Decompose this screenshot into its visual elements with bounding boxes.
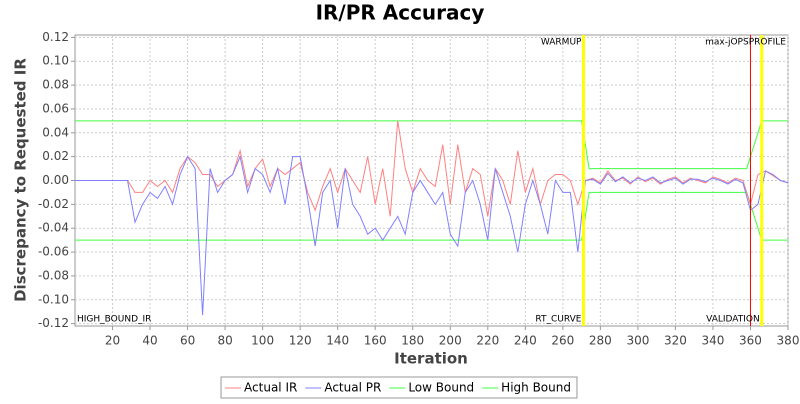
x-tick-label: 160 (364, 334, 387, 348)
y-tick-label: 0.06 (42, 101, 69, 115)
y-tick-label: 0.04 (42, 125, 69, 139)
y-tick-label: 0.12 (42, 30, 69, 44)
legend-label: Actual IR (244, 381, 297, 395)
legend-label: Low Bound (408, 381, 474, 395)
x-tick-label: 180 (401, 334, 424, 348)
annotation: RT_CURVE (535, 315, 581, 325)
y-tick-label: -0.08 (38, 268, 69, 282)
x-tick-label: 100 (251, 334, 274, 348)
y-tick-label: -0.02 (38, 197, 69, 211)
y-tick-label: -0.12 (38, 316, 69, 330)
annotation: HIGH_BOUND_IR (77, 315, 151, 325)
x-tick-label: 80 (217, 334, 232, 348)
x-tick-label: 260 (551, 334, 574, 348)
y-tick-label: 0.08 (42, 78, 69, 92)
series-line (75, 154, 789, 316)
x-tick-label: 140 (326, 334, 349, 348)
legend-label: High Bound (501, 381, 571, 395)
x-tick-label: 340 (701, 334, 724, 348)
x-tick-label: 120 (289, 334, 312, 348)
y-tick-label: 0.02 (42, 149, 69, 163)
x-tick-label: 40 (142, 334, 157, 348)
x-tick-label: 280 (589, 334, 612, 348)
y-tick-label: 0.10 (42, 54, 69, 68)
x-tick-label: 220 (476, 334, 499, 348)
y-tick-label: -0.04 (38, 221, 69, 235)
y-tick-label: -0.10 (38, 292, 69, 306)
annotation: WARMUP (541, 38, 582, 48)
x-tick-label: 300 (626, 334, 649, 348)
x-tick-label: 380 (777, 334, 800, 348)
annotation: VALIDATION (706, 315, 760, 325)
y-axis-label: Discrepancy to Requested IR (12, 58, 30, 302)
x-tick-label: 240 (514, 334, 537, 348)
series-line (75, 191, 788, 241)
x-axis-label: Iteration (394, 350, 468, 368)
legend-label: Actual PR (324, 381, 381, 395)
series-line (75, 120, 788, 170)
x-tick-label: 60 (180, 334, 195, 348)
legend: Actual IR Actual PR Low Bound High Bound (220, 376, 578, 399)
chart-title: IR/PR Accuracy (316, 1, 485, 25)
x-tick-label: 20 (105, 334, 120, 348)
annotation: max-jOPSPROFILE (705, 38, 786, 48)
x-tick-label: 360 (739, 334, 762, 348)
y-tick-label: -0.06 (38, 245, 69, 259)
y-tick-label: 0.00 (42, 173, 69, 187)
x-tick-label: 200 (439, 334, 462, 348)
x-tick-label: 320 (664, 334, 687, 348)
series-line (75, 120, 789, 217)
